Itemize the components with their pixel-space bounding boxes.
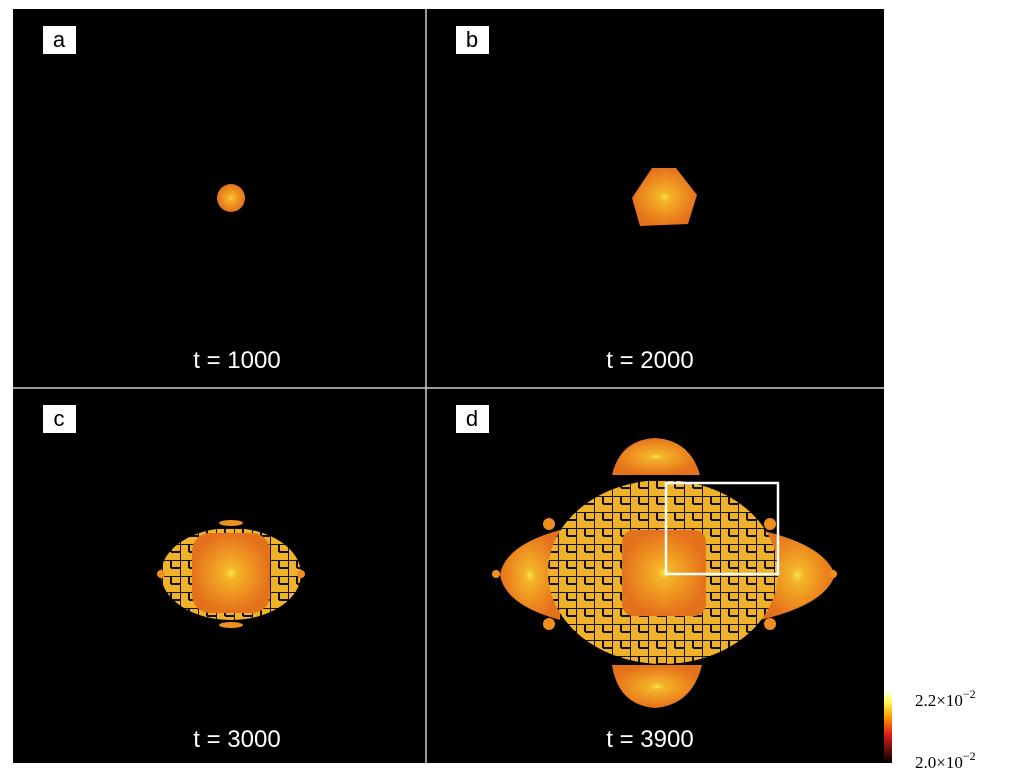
time-label: t = 3000 xyxy=(193,726,280,753)
colorbar xyxy=(884,690,892,763)
time-label: t = 1000 xyxy=(193,347,280,374)
panel-label: c xyxy=(54,406,65,431)
panel-label: a xyxy=(53,27,66,52)
panel-label: d xyxy=(466,406,478,431)
figure-canvas: a t = 1000 b t = 2000 c t = 3000 d t = 3900 2.2… xyxy=(0,0,1018,771)
exponent: −2 xyxy=(963,687,976,701)
panel-label: b xyxy=(466,27,478,52)
time-label: t = 3900 xyxy=(606,726,693,753)
crystal xyxy=(217,184,245,212)
image-background xyxy=(13,9,884,763)
mantissa: 2.0×10 xyxy=(915,753,963,771)
exponent: −2 xyxy=(963,749,976,763)
figure: a t = 1000 b t = 2000 c t = 3000 d t = 3900 2.2… xyxy=(0,0,1018,771)
time-label: t = 2000 xyxy=(606,347,693,374)
colorbar-max: 2.2×10−2 xyxy=(915,687,976,710)
mantissa: 2.2×10 xyxy=(915,691,963,710)
colorbar-min: 2.0×10−2 xyxy=(915,749,976,771)
